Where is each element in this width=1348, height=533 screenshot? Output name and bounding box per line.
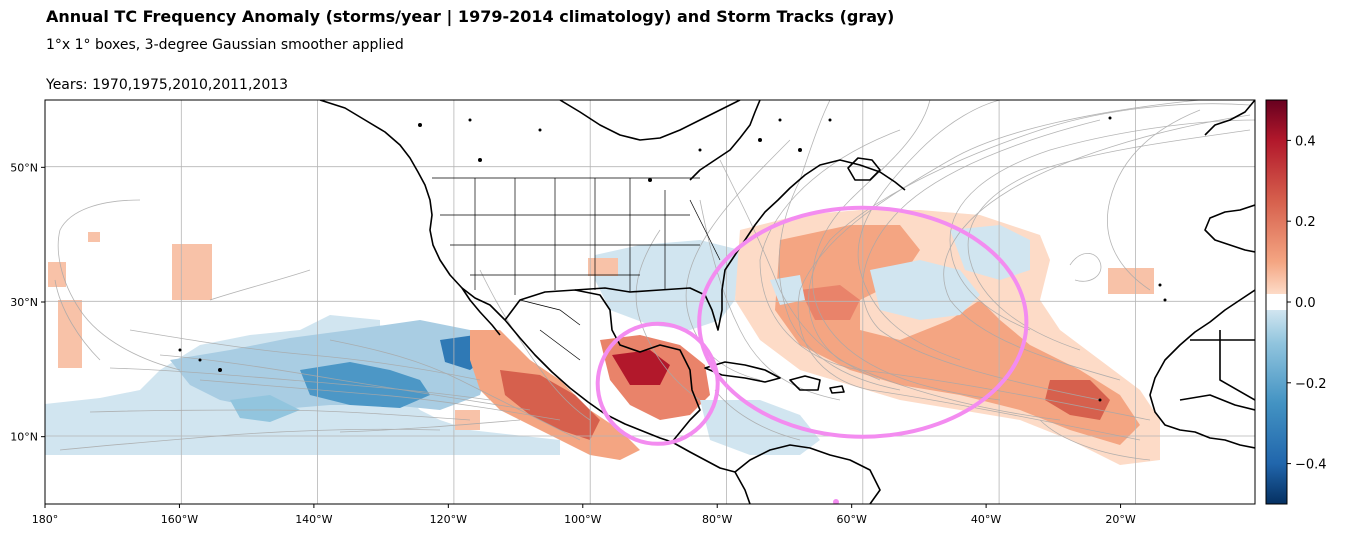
anomaly-positive-gulf-core: [612, 350, 670, 385]
x-axis-ticks: 180° 160°W 140°W 120°W 100°W 80°W 60°W 40°W 20°W: [32, 504, 1136, 526]
storm-tracks: [54, 100, 1255, 461]
anomaly-positive-mexico-core: [500, 370, 600, 440]
anomaly-patch-7: [588, 258, 618, 276]
colorbar-tick-label: −0.4: [1295, 458, 1327, 473]
anomaly-patch-4: [172, 244, 212, 300]
anomaly-negative-gulf: [595, 240, 740, 330]
colorbar-tick-label: 0.2: [1295, 215, 1316, 230]
colorbar: 0.4 0.2 0.0 −0.2 −0.4: [1265, 99, 1327, 505]
map-gridlines: [45, 100, 1255, 504]
x-tick-label: 160°W: [161, 513, 198, 526]
x-tick-label: 120°W: [430, 513, 467, 526]
anomaly-patch-3: [88, 232, 100, 242]
anomaly-negative-west: [230, 395, 300, 422]
anomaly-negative-caribbean: [700, 400, 820, 455]
colorbar-tick-label: −0.2: [1295, 377, 1327, 392]
highlight-circle: [595, 321, 720, 446]
colorbar-tick-label: 0.0: [1295, 296, 1316, 311]
anomaly-negative-atlantic-1: [870, 260, 980, 320]
x-tick-label: 20°W: [1105, 513, 1135, 526]
x-tick-label: 80°W: [702, 513, 732, 526]
arctic-islands: [178, 116, 1167, 402]
colorbar-tick-label: 0.4: [1295, 134, 1316, 149]
anomaly-positive-atlantic-west: [800, 285, 860, 320]
y-tick-label: 10°N: [10, 431, 38, 444]
x-tick-label: 100°W: [564, 513, 601, 526]
state-borders: [432, 177, 721, 361]
highlight-ellipse: [697, 205, 1029, 439]
anomaly-patch-5: [1108, 268, 1154, 294]
x-tick-label: 60°W: [836, 513, 866, 526]
anomaly-negative-atlantic-3: [770, 275, 805, 305]
x-tick-label: 140°W: [295, 513, 332, 526]
anomaly-positive-atlantic-core: [1045, 380, 1110, 420]
colorbar-gradient: [1266, 100, 1287, 504]
x-tick-label: 40°W: [971, 513, 1001, 526]
y-tick-label: 30°N: [10, 296, 38, 309]
highlight-dot: [833, 499, 839, 504]
colorbar-ticks: 0.4 0.2 0.0 −0.2 −0.4: [1287, 134, 1327, 473]
y-tick-label: 50°N: [10, 161, 38, 174]
page-title: Annual TC Frequency Anomaly (storms/year…: [46, 7, 895, 26]
years-label: Years: 1970,1975,2010,2011,2013: [46, 77, 289, 93]
x-tick-label: 180°: [32, 513, 59, 526]
anomaly-patch-1: [48, 262, 66, 287]
y-axis-ticks: 10°N 30°N 50°N: [10, 161, 45, 444]
map-subtitle: 1°x 1° boxes, 3-degree Gaussian smoother…: [46, 37, 404, 53]
